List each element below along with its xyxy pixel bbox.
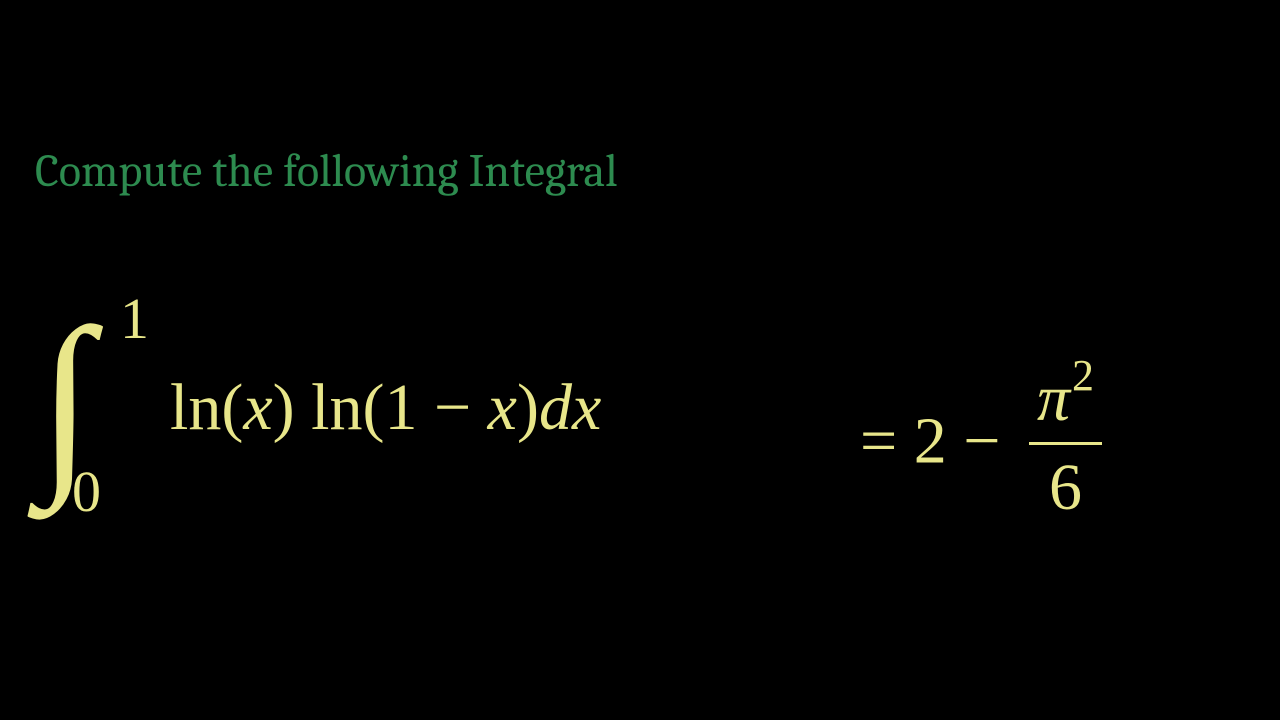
ln-function-2: ln <box>311 371 362 444</box>
fraction-denominator: 6 <box>1029 447 1102 521</box>
paren-close-1: ) <box>273 371 295 444</box>
variable-x-2: x <box>488 371 517 444</box>
upper-limit: 1 <box>120 285 149 352</box>
fraction-bar <box>1029 442 1102 445</box>
minus-operator-1: − <box>417 371 487 444</box>
integral-equation: ∫ 1 0 ln(x) ln(1 − x)dx = 2 − π2 6 <box>30 280 1250 520</box>
spacer <box>295 371 312 444</box>
variable-x-3: x <box>572 371 601 444</box>
variable-x-1: x <box>243 371 272 444</box>
lower-limit: 0 <box>72 458 101 525</box>
pi-symbol: π <box>1037 362 1070 435</box>
integrand: ln(x) ln(1 − x)dx <box>170 370 601 446</box>
fraction-pi-squared-over-six: π2 6 <box>1029 366 1102 521</box>
paren-open-2: ( <box>362 371 384 444</box>
fraction-numerator: π2 <box>1029 366 1102 440</box>
differential-d: d <box>539 371 572 444</box>
paren-open-1: ( <box>221 371 243 444</box>
result-expression: = 2 − π2 6 <box>860 370 1102 525</box>
ln-function-1: ln <box>170 371 221 444</box>
constant-two: 2 <box>914 405 947 478</box>
problem-heading: Compute the following Integral <box>35 145 618 198</box>
constant-one: 1 <box>384 371 417 444</box>
minus-operator-2: − <box>947 405 1017 478</box>
paren-close-2: ) <box>517 371 539 444</box>
equals-sign: = <box>860 405 914 478</box>
exponent-two: 2 <box>1072 351 1094 400</box>
